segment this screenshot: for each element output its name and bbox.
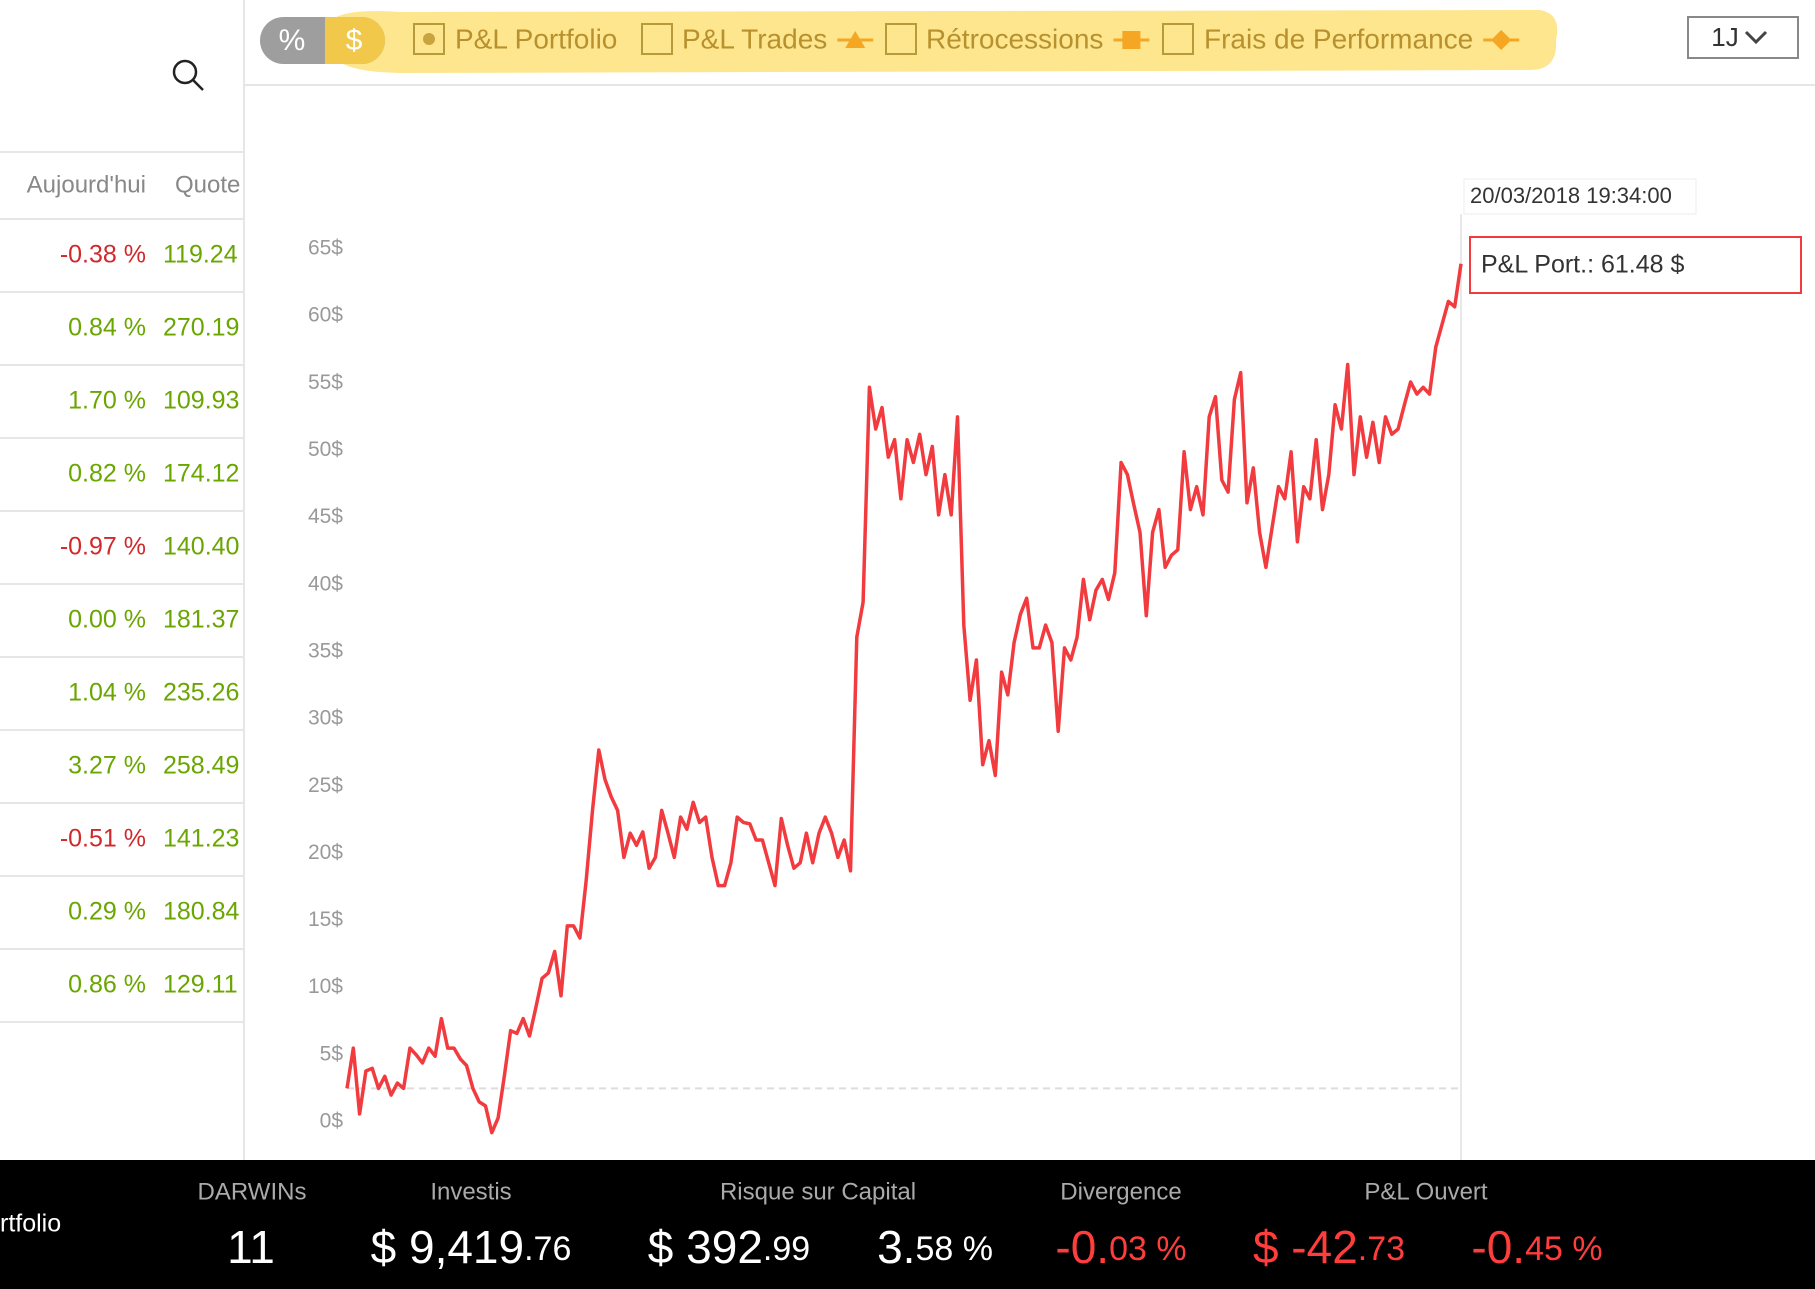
summary-value-part: 45 % bbox=[1525, 1230, 1603, 1268]
summary-label: P&L Ouvert bbox=[1364, 1178, 1487, 1205]
y-tick-label: 15$ bbox=[308, 908, 343, 931]
checkbox bbox=[885, 23, 917, 55]
y-tick-label: 25$ bbox=[308, 774, 343, 797]
y-tick-label: 0$ bbox=[320, 1110, 344, 1133]
unit-option[interactable]: % bbox=[279, 24, 306, 57]
dropdown-chevron bbox=[1744, 30, 1768, 45]
quote-cell: 109.93 bbox=[163, 387, 239, 415]
change-cell: 0.29 % bbox=[68, 898, 146, 926]
search-icon bbox=[172, 59, 198, 85]
checkbox bbox=[413, 23, 445, 55]
legend-label: P&L Trades bbox=[682, 23, 827, 54]
unit-option[interactable]: $ bbox=[346, 24, 363, 57]
summary-value-part: 03 % bbox=[1109, 1230, 1187, 1268]
y-tick-label: 65$ bbox=[308, 237, 343, 260]
table-header: Aujourd'hui bbox=[27, 171, 146, 198]
highlight bbox=[330, 10, 1558, 73]
y-tick-label: 20$ bbox=[308, 841, 343, 864]
summary-label: DARWINs bbox=[198, 1178, 307, 1205]
y-tick-label: 30$ bbox=[308, 707, 343, 730]
summary-value-part: 3. bbox=[877, 1221, 915, 1273]
summary-value: -0.45 % bbox=[1471, 1221, 1602, 1273]
summary-bar bbox=[0, 1160, 1815, 1289]
y-tick-label: 60$ bbox=[308, 304, 343, 327]
change-cell: -0.38 % bbox=[60, 241, 146, 269]
legend-item[interactable]: Frais de Performance bbox=[1162, 23, 1520, 55]
search-button[interactable] bbox=[172, 59, 204, 91]
summary-value-part: .76 bbox=[524, 1230, 571, 1268]
legend-label: Rétrocessions bbox=[926, 23, 1103, 54]
period-dropdown[interactable] bbox=[1687, 16, 1799, 59]
summary-value: $ 9,419.76 bbox=[371, 1221, 572, 1273]
change-cell: 0.86 % bbox=[68, 971, 146, 999]
quote-cell: 258.49 bbox=[163, 752, 239, 780]
legend-marker bbox=[845, 31, 866, 48]
y-tick-label: 50$ bbox=[308, 438, 343, 461]
table-header: Quote bbox=[175, 171, 240, 198]
summary-value-part: $ -42 bbox=[1253, 1221, 1358, 1273]
tooltip-date: 20/03/2018 19:34:00 bbox=[1470, 183, 1672, 208]
y-tick-label: 45$ bbox=[308, 505, 343, 528]
y-tick-label: 5$ bbox=[320, 1042, 344, 1065]
quote-cell: 235.26 bbox=[163, 679, 239, 707]
legend-marker bbox=[1122, 31, 1141, 49]
checkbox bbox=[641, 23, 673, 55]
change-cell: 3.27 % bbox=[68, 752, 146, 780]
quote-cell: 119.24 bbox=[163, 241, 238, 269]
legend-item[interactable]: P&L Portfolio bbox=[413, 23, 617, 55]
y-tick-label: 10$ bbox=[308, 975, 343, 998]
summary-title: rtfolio bbox=[0, 1210, 61, 1238]
summary-value: $ -42.73 bbox=[1253, 1221, 1405, 1273]
quote-cell: 140.40 bbox=[163, 533, 239, 561]
change-cell: 0.84 % bbox=[68, 314, 146, 342]
summary-value-part: -0. bbox=[1471, 1221, 1525, 1273]
summary-value-part: $ 9,419 bbox=[371, 1221, 524, 1273]
checkbox-dot bbox=[423, 33, 435, 45]
change-cell: 0.82 % bbox=[68, 460, 146, 488]
tooltip-date-box bbox=[1463, 178, 1697, 215]
tooltip-box bbox=[1469, 236, 1802, 294]
change-cell: -0.51 % bbox=[60, 825, 146, 853]
summary-value-part: 58 % bbox=[915, 1230, 993, 1268]
line-series bbox=[345, 263, 1463, 1135]
legend-item[interactable]: Rétrocessions bbox=[885, 23, 1150, 55]
summary-value: 11 bbox=[227, 1221, 275, 1273]
quote-cell: 174.12 bbox=[163, 460, 239, 488]
quote-cell: 180.84 bbox=[163, 898, 240, 926]
summary-label: Investis bbox=[430, 1178, 511, 1205]
summary-value-part: -0. bbox=[1055, 1221, 1109, 1273]
legend-label: Frais de Performance bbox=[1204, 23, 1473, 54]
quote-cell: 141.23 bbox=[163, 825, 239, 853]
search-icon-handle bbox=[192, 79, 204, 91]
y-tick-label: 40$ bbox=[308, 572, 343, 595]
change-cell: -0.97 % bbox=[60, 533, 146, 561]
summary-value: 3.58 % bbox=[877, 1221, 993, 1273]
quote-cell: 270.19 bbox=[163, 314, 239, 342]
summary-label: Risque sur Capital bbox=[720, 1178, 916, 1205]
summary-value: -0.03 % bbox=[1055, 1221, 1186, 1273]
quote-cell: 181.37 bbox=[163, 606, 239, 634]
summary-value-part: $ 392 bbox=[648, 1221, 763, 1273]
change-cell: 1.04 % bbox=[68, 679, 146, 707]
legend-marker bbox=[1491, 30, 1512, 50]
legend-label: P&L Portfolio bbox=[455, 23, 617, 54]
y-tick-label: 35$ bbox=[308, 639, 343, 662]
summary-value-part: .99 bbox=[763, 1230, 810, 1268]
unit-toggle-active bbox=[325, 17, 385, 64]
period-label[interactable]: 1J bbox=[1711, 22, 1738, 52]
checkbox bbox=[1162, 23, 1194, 55]
change-cell: 1.70 % bbox=[68, 387, 146, 415]
legend-item[interactable]: P&L Trades bbox=[641, 23, 874, 55]
summary-value-part: .73 bbox=[1358, 1230, 1405, 1268]
summary-value: $ 392.99 bbox=[648, 1221, 810, 1273]
change-cell: 0.00 % bbox=[68, 606, 146, 634]
y-tick-label: 55$ bbox=[308, 371, 343, 394]
summary-value-part: 11 bbox=[227, 1221, 275, 1273]
tooltip-text: P&L Port.: 61.48 $ bbox=[1481, 251, 1684, 279]
quote-cell: 129.11 bbox=[163, 971, 238, 999]
summary-label: Divergence bbox=[1060, 1178, 1181, 1205]
